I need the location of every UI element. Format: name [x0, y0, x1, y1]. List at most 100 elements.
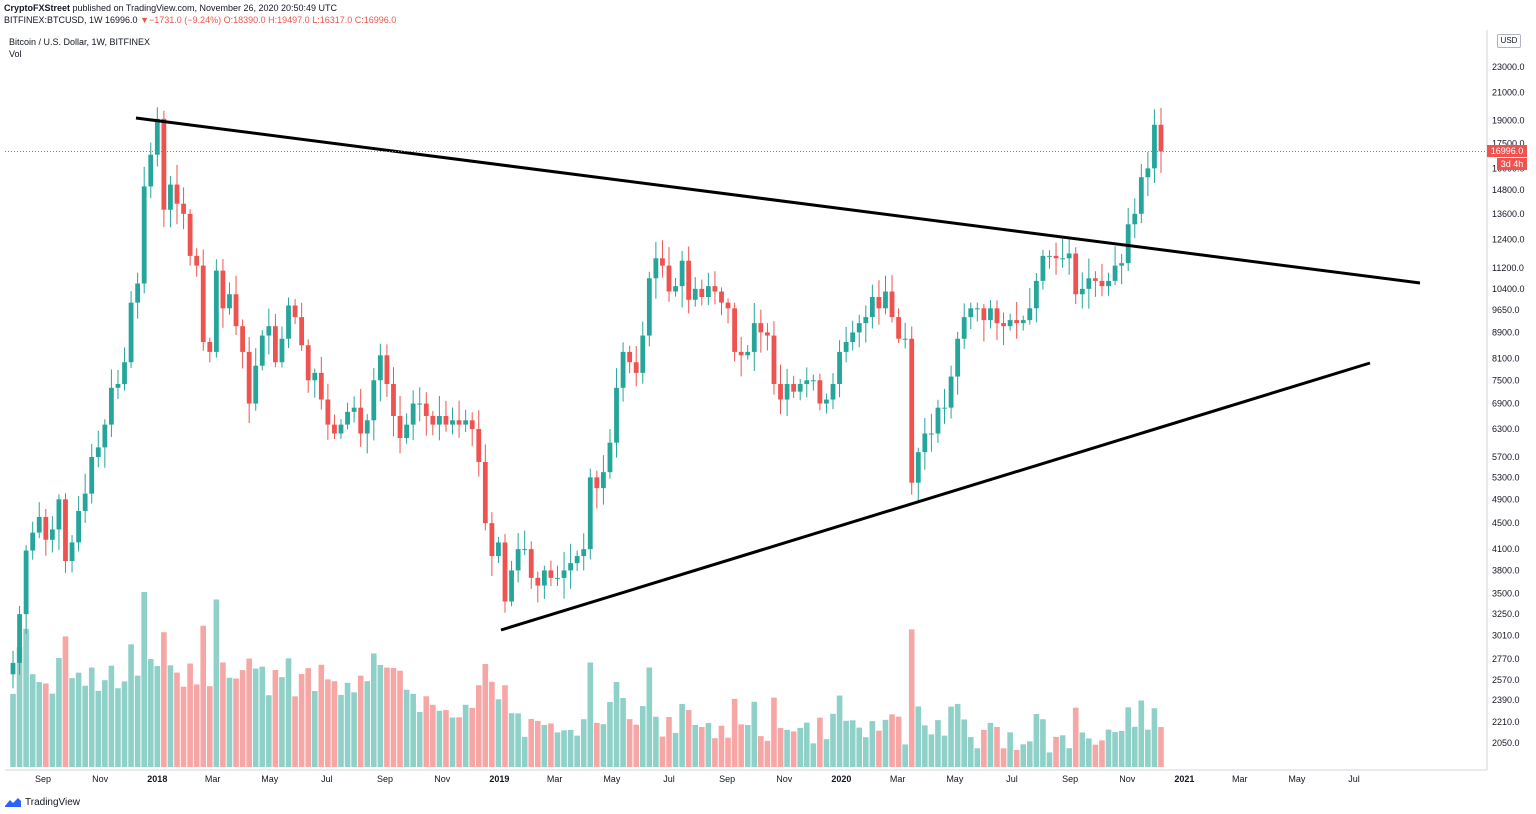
candle-body: [1073, 253, 1079, 295]
volume-bar: [567, 729, 574, 767]
volume-bar: [495, 699, 502, 767]
volume-bar: [922, 725, 928, 767]
candle-body: [391, 384, 396, 417]
candle-body: [607, 442, 613, 473]
candle-body: [797, 384, 803, 392]
candle-body: [115, 384, 121, 388]
volume-bar: [646, 667, 653, 767]
price-tick-label: 5700.0: [1492, 452, 1520, 462]
price-tick-label: 2390.0: [1492, 695, 1520, 705]
candle-body: [358, 407, 364, 434]
volume-bar: [725, 737, 731, 767]
volume-bar: [154, 666, 161, 767]
candle-body: [10, 662, 16, 675]
volume-bar: [784, 729, 790, 767]
volume-bar: [174, 672, 180, 767]
candle-body: [187, 213, 193, 256]
price-tick-label: 2210.0: [1492, 717, 1520, 727]
candle-body: [476, 429, 482, 462]
time-tick-label: Mar: [205, 774, 221, 784]
candle-body: [253, 365, 259, 404]
volume-bar: [49, 693, 56, 767]
price-tick-label: 17500.0: [1492, 138, 1525, 148]
candle-body: [1158, 124, 1164, 152]
volume-bar: [731, 698, 738, 767]
price-tick-label: 4900.0: [1492, 494, 1520, 504]
candle-body: [653, 258, 659, 279]
volume-bar: [554, 732, 561, 767]
candle-body: [541, 570, 547, 586]
candle-body: [981, 308, 987, 321]
candle-body: [824, 399, 829, 404]
candle-body: [482, 461, 488, 524]
volume-bar: [272, 669, 279, 767]
volume-bar: [521, 736, 528, 767]
time-tick-label: Sep: [377, 774, 393, 784]
volume-bar: [239, 670, 246, 767]
volume-bar: [797, 727, 803, 767]
volume-bar: [928, 734, 935, 767]
volume-bar: [200, 625, 207, 767]
currency-button[interactable]: USD: [1497, 34, 1521, 48]
volume-bar: [718, 725, 725, 767]
volume-bar: [856, 727, 863, 767]
volume-bar: [82, 685, 88, 767]
volume-bar: [475, 685, 482, 767]
candle-body: [1145, 168, 1151, 178]
candle-body: [1119, 263, 1125, 266]
candle-body: [902, 338, 908, 340]
candle-body: [364, 420, 370, 434]
volume-bar: [1145, 729, 1151, 767]
volume-bar: [803, 722, 810, 767]
candle-body: [1138, 177, 1144, 214]
volume-bar: [941, 735, 948, 767]
volume-bar: [325, 679, 331, 767]
volume-bar: [1040, 719, 1046, 767]
volume-bar: [377, 665, 384, 767]
candle-body: [830, 384, 836, 400]
footer-brand-name: TradingView: [25, 796, 81, 808]
candle-body: [896, 317, 901, 339]
time-tick-label: Nov: [776, 774, 793, 784]
candle-body: [856, 323, 862, 333]
candle-body: [1060, 258, 1065, 260]
candle-body: [725, 302, 731, 309]
volume-bar: [790, 731, 797, 767]
price-tick-label: 8900.0: [1492, 327, 1520, 337]
volume-bar: [987, 722, 994, 767]
volume-bar: [685, 710, 692, 767]
volume-bar: [384, 667, 390, 767]
volume-bar: [128, 644, 134, 767]
candle-body: [889, 291, 895, 318]
footer-brand[interactable]: TradingView: [4, 795, 80, 809]
volume-bar: [935, 720, 941, 767]
volume-bar: [849, 720, 856, 767]
volume-bar: [331, 681, 338, 767]
candle-body: [555, 577, 560, 579]
candle-body: [292, 305, 298, 318]
candle-body: [1125, 224, 1131, 264]
candle-body: [817, 380, 823, 404]
volume-bar: [1000, 748, 1007, 767]
candle-body: [305, 345, 311, 381]
candle-body: [200, 265, 206, 342]
ohlc-line: BITFINEX:BTCUSD, 1W 16996.0 ▼−1731.0 (−9…: [4, 14, 396, 26]
time-axis[interactable]: Sep Nov 2018 Mar May Jul Sep Nov 2019 Mar May Jul Se…: [35, 774, 1360, 784]
time-tick-label: May: [261, 774, 279, 784]
candle-body: [922, 433, 928, 453]
candle-body: [148, 154, 154, 187]
volume-bar: [88, 667, 95, 767]
price-tick-label: 3010.0: [1492, 631, 1520, 641]
time-tick-label: Nov: [1119, 774, 1136, 784]
volume-bar: [338, 694, 344, 767]
volume-bar: [482, 664, 489, 767]
volume-bar: [318, 664, 325, 767]
volume-bar: [639, 706, 646, 767]
candle-body: [1033, 280, 1039, 309]
volume-bar: [416, 711, 423, 767]
volume-bar: [502, 685, 508, 767]
volume-bar: [541, 724, 548, 767]
candle-body: [345, 411, 350, 425]
candle-body: [443, 416, 449, 425]
